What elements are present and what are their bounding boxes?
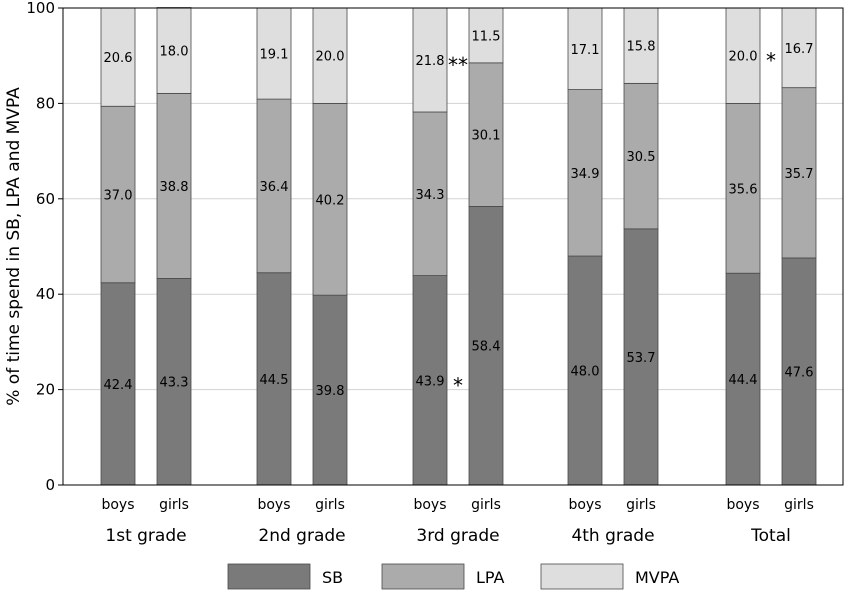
bar-mvpa-total-boys <box>725 7 761 104</box>
data-label: 47.6 <box>785 365 814 380</box>
x-subcategory-label: girls <box>471 497 501 513</box>
y-tick-label: 60 <box>36 190 55 208</box>
bar-sb-1st-grade-boys <box>100 282 136 486</box>
bar-sb-total-girls <box>781 257 817 486</box>
y-tick-label: 100 <box>26 0 55 17</box>
data-label: 34.9 <box>571 167 600 182</box>
data-labels: 42.4 37.0 20.6 43.3 38.8 18.0 44.5 36.4 19.1 39.8… <box>104 29 814 399</box>
x-subcategory-label: boys <box>726 497 759 513</box>
bar-sb-1st-grade-girls <box>156 278 192 486</box>
data-label: 35.7 <box>785 167 814 182</box>
bar-mvpa-total-girls <box>781 7 817 89</box>
bar-lpa-1st-grade-girls <box>156 92 192 279</box>
y-tick-label: 20 <box>36 381 55 399</box>
bar-mvpa-2nd-grade-girls <box>312 7 348 104</box>
data-label: 34.3 <box>416 188 445 203</box>
data-label: 30.5 <box>627 150 656 165</box>
data-label: 37.0 <box>104 189 133 204</box>
legend-swatch-mvpa <box>540 563 624 590</box>
x-group-label: Total <box>750 526 791 546</box>
bar-mvpa-1st-grade-girls <box>156 7 192 94</box>
data-label: 43.9 <box>416 374 445 389</box>
data-label: 40.2 <box>316 193 345 208</box>
x-subcategory-label: girls <box>626 497 656 513</box>
legend-label-lpa: LPA <box>476 568 505 587</box>
bar-sb-total-boys <box>725 272 761 486</box>
bar-lpa-2nd-grade-boys <box>256 98 292 274</box>
x-group-label: 3rd grade <box>416 526 499 546</box>
bar-lpa-1st-grade-boys <box>100 105 136 284</box>
y-tick-label: 0 <box>45 476 55 494</box>
data-label: 16.7 <box>785 42 814 57</box>
data-label: 17.1 <box>571 43 600 58</box>
data-label: 44.5 <box>260 373 289 388</box>
data-label: 15.8 <box>627 40 656 55</box>
bar-lpa-2nd-grade-girls <box>312 103 348 296</box>
significance-annotations: **** <box>448 49 776 398</box>
bars <box>100 7 817 486</box>
axes: 0 20 40 60 80 100 boys girls boys girls boys girls b… <box>26 0 814 546</box>
y-axis-label: % of time spend in SB, LPA and MVPA <box>4 87 24 406</box>
data-label: 11.5 <box>472 29 501 44</box>
bar-sb-3rd-grade-girls <box>468 206 504 486</box>
data-label: 36.4 <box>260 180 289 195</box>
data-label: 48.0 <box>571 365 600 380</box>
x-group-label: 2nd grade <box>258 526 345 546</box>
data-label: 21.8 <box>416 54 445 69</box>
significance-marker: ** <box>448 53 468 77</box>
data-label: 39.8 <box>316 384 345 399</box>
data-label: 58.4 <box>472 340 501 355</box>
bar-mvpa-4th-grade-girls <box>623 7 659 84</box>
data-label: 53.7 <box>627 351 656 366</box>
legend-label-sb: SB <box>322 568 343 587</box>
data-label: 20.0 <box>316 50 345 65</box>
data-label: 42.4 <box>104 378 133 393</box>
x-subcategory-label: boys <box>257 497 290 513</box>
legend-label-mvpa: MVPA <box>635 568 679 587</box>
legend-swatch-lpa <box>381 563 465 590</box>
x-group-label: 1st grade <box>105 526 186 546</box>
bar-mvpa-4th-grade-boys <box>567 7 603 90</box>
x-subcategory-label: boys <box>413 497 446 513</box>
bar-lpa-total-boys <box>725 103 761 274</box>
x-group-label: 4th grade <box>571 526 654 546</box>
x-subcategory-label: boys <box>101 497 134 513</box>
bar-sb-4th-grade-girls <box>623 228 659 486</box>
x-subcategory-label: girls <box>159 497 189 513</box>
data-label: 18.0 <box>160 44 189 59</box>
x-subcategory-label: girls <box>784 497 814 513</box>
data-label: 20.6 <box>104 51 133 66</box>
bar-mvpa-1st-grade-boys <box>100 7 136 107</box>
data-label: 19.1 <box>260 48 289 63</box>
data-label: 35.6 <box>729 182 758 197</box>
data-label: 44.4 <box>729 373 758 388</box>
plot-frame <box>62 7 844 486</box>
data-label: 43.3 <box>160 376 189 391</box>
y-tick-label: 80 <box>36 94 55 112</box>
gridlines <box>63 102 843 391</box>
bar-mvpa-2nd-grade-boys <box>256 7 292 100</box>
significance-marker: * <box>453 373 463 397</box>
x-subcategory-label: girls <box>315 497 345 513</box>
legend: SB LPA MVPA <box>227 563 679 590</box>
bar-sb-4th-grade-boys <box>567 255 603 486</box>
significance-marker: * <box>766 49 776 73</box>
y-tick-label: 40 <box>36 285 55 303</box>
data-label: 30.1 <box>472 129 501 144</box>
bar-lpa-4th-grade-boys <box>567 89 603 257</box>
x-subcategory-label: boys <box>568 497 601 513</box>
bar-lpa-3rd-grade-girls <box>468 62 504 207</box>
legend-swatch-sb <box>227 563 311 590</box>
data-label: 38.8 <box>160 180 189 195</box>
bar-sb-2nd-grade-boys <box>256 272 292 486</box>
bar-mvpa-3rd-grade-girls <box>468 7 504 64</box>
data-label: 20.0 <box>729 50 758 65</box>
bar-mvpa-3rd-grade-boys <box>412 7 448 113</box>
